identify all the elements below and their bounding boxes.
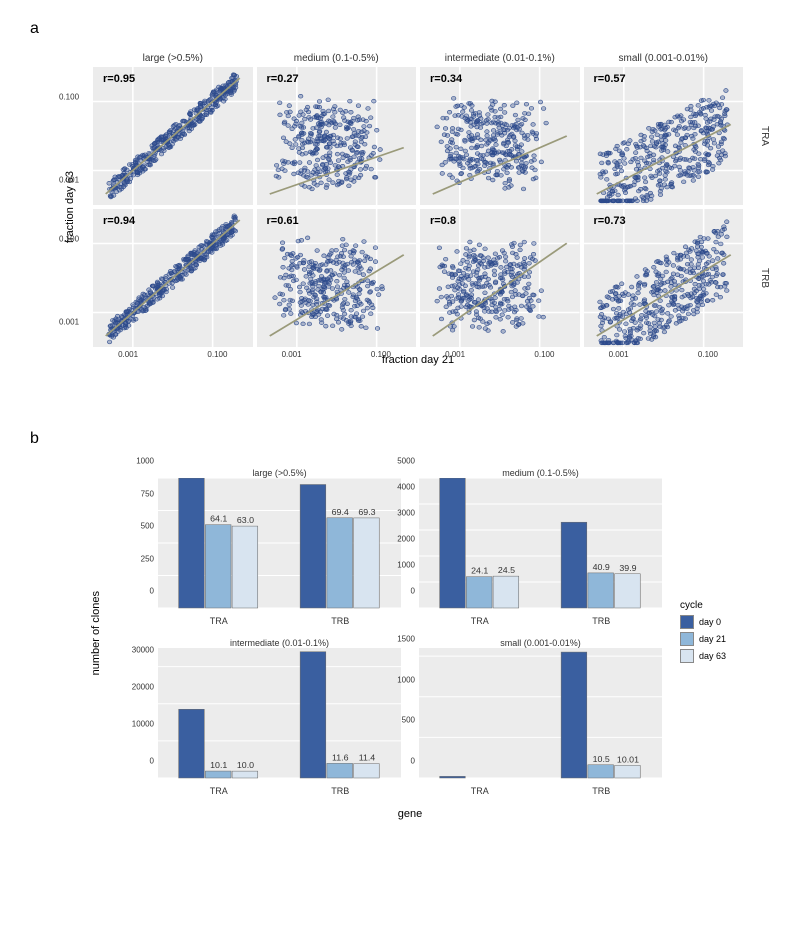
legend-item: day 21 [680, 632, 770, 646]
panel-b-y-label: number of clones [90, 591, 102, 675]
col-header-1: medium (0.1-0.5%) [256, 53, 418, 64]
svg-text:69.3: 69.3 [358, 507, 375, 516]
panel-a-label: a [30, 20, 770, 38]
scatter-cell: r=0.610.001 0.100 [256, 208, 418, 348]
legend-swatch [680, 615, 694, 629]
figure-container: a large (>0.5%) medium (0.1-0.5%) interm… [0, 0, 800, 840]
legend-label: day 63 [699, 651, 726, 661]
row-strip-0: TRA [746, 126, 770, 146]
bar-title-3: small (0.001-0.01%) [419, 638, 662, 648]
scatter-cell: r=0.940.100 0.0010.001 0.100 [92, 208, 254, 348]
r-value: r=0.94 [103, 215, 135, 227]
legend-label: day 21 [699, 634, 726, 644]
scatter-cell: r=0.730.001 0.100 [583, 208, 745, 348]
svg-text:10.0: 10.0 [237, 761, 254, 770]
bar-chart: 0250500750100064.163.069.469.3TRATRB [158, 478, 401, 628]
bar-title-2: intermediate (0.01-0.1%) [158, 638, 401, 648]
legend-label: day 0 [699, 617, 721, 627]
svg-text:64.1: 64.1 [210, 514, 227, 523]
panel-b-x-label: gene [158, 808, 662, 820]
r-value: r=0.61 [267, 215, 299, 227]
r-value: r=0.57 [594, 73, 626, 85]
svg-text:69.4: 69.4 [332, 507, 349, 516]
legend-swatch [680, 649, 694, 663]
r-value: r=0.95 [103, 73, 135, 85]
svg-text:39.9: 39.9 [619, 563, 636, 572]
bar-title-1: medium (0.1-0.5%) [419, 468, 662, 478]
svg-text:24.5: 24.5 [498, 566, 515, 575]
svg-text:11.4: 11.4 [359, 753, 376, 762]
svg-text:10.1: 10.1 [210, 760, 227, 769]
r-value: r=0.27 [267, 73, 299, 85]
bar-chart: 05001000150010.510.01TRATRB [419, 648, 662, 798]
legend-item: day 63 [680, 649, 770, 663]
svg-text:63.0: 63.0 [237, 516, 254, 525]
scatter-grid: large (>0.5%) medium (0.1-0.5%) intermed… [50, 46, 770, 370]
legend-swatch [680, 632, 694, 646]
legend: cycle day 0 day 21 day 63 [680, 600, 770, 666]
legend-title: cycle [680, 600, 770, 611]
bar-grid: number of clones large (>0.5%) 025050075… [90, 468, 770, 820]
scatter-cell: r=0.27 [256, 66, 418, 206]
bar-title-0: large (>0.5%) [158, 468, 401, 478]
panel-a-x-label: fraction day 21 [92, 354, 744, 366]
panel-b-label: b [30, 430, 770, 448]
svg-text:24.1: 24.1 [471, 566, 488, 575]
svg-text:40.9: 40.9 [593, 562, 610, 571]
svg-text:10.01: 10.01 [617, 755, 639, 764]
panel-b: number of clones large (>0.5%) 025050075… [30, 468, 770, 820]
scatter-cell: r=0.34 [419, 66, 581, 206]
scatter-cell: r=0.80.001 0.100 [419, 208, 581, 348]
r-value: r=0.34 [430, 73, 462, 85]
col-header-0: large (>0.5%) [92, 53, 254, 64]
r-value: r=0.73 [594, 215, 626, 227]
svg-text:10.5: 10.5 [593, 754, 610, 763]
r-value: r=0.8 [430, 215, 456, 227]
scatter-cell: r=0.57 [583, 66, 745, 206]
bar-chart: 01000200030004000500024.124.540.939.9TRA… [419, 478, 662, 628]
bar-chart: 010000200003000010.110.011.611.4TRATRB [158, 648, 401, 798]
scatter-cell: r=0.950.100 0.001 [92, 66, 254, 206]
col-header-2: intermediate (0.01-0.1%) [419, 53, 581, 64]
legend-item: day 0 [680, 615, 770, 629]
panel-a: large (>0.5%) medium (0.1-0.5%) intermed… [30, 46, 770, 370]
svg-text:11.6: 11.6 [332, 753, 349, 762]
row-strip-1: TRB [746, 268, 770, 288]
col-header-3: small (0.001-0.01%) [583, 53, 745, 64]
